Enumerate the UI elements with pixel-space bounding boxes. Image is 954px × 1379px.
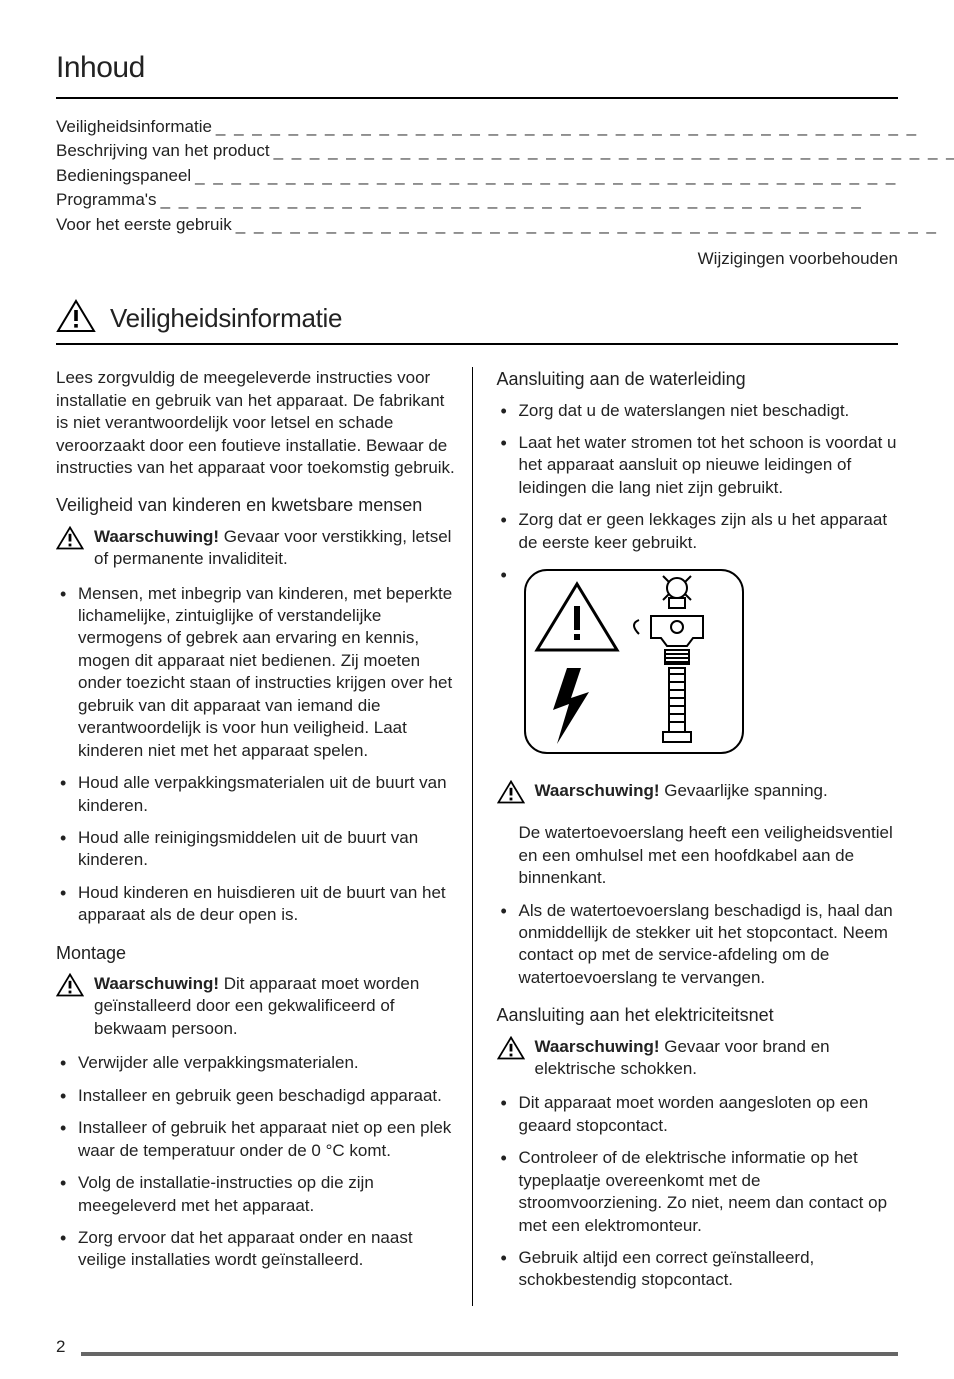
warning-text: Waarschuwing! Gevaarlijke spanning.: [535, 780, 899, 811]
warning-voltage: Waarschuwing! Gevaarlijke spanning.: [497, 780, 899, 811]
content-columns: Lees zorgvuldig de meegeleverde instruct…: [56, 367, 898, 1306]
section-heading: Veiligheidsinformatie: [110, 301, 342, 336]
warning-label: Waarschuwing!: [535, 781, 660, 800]
section-heading-row: Veiligheidsinformatie: [56, 299, 898, 340]
content-col-right: Aansluiting aan de waterleiding Zorg dat…: [497, 367, 899, 1306]
list-item: Als de watertoevoerslang beschadigd is, …: [497, 900, 899, 990]
subject-to-change: Wijzigingen voorbehouden: [56, 248, 898, 271]
section-intro: Lees zorgvuldig de meegeleverde instruct…: [56, 367, 458, 479]
list-item: Controleer of de elektrische informatie …: [497, 1147, 899, 1237]
warning-label: Waarschuwing!: [94, 527, 219, 546]
list-item: Houd alle verpakkingsmaterialen uit de b…: [56, 772, 458, 817]
list-item: Laat het water stromen tot het schoon is…: [497, 432, 899, 499]
toc-row: Bedieningspaneel4: [56, 164, 954, 189]
warning-triangle-icon: [56, 973, 84, 1040]
footer-rule: [81, 1352, 898, 1356]
subheading-installation: Montage: [56, 941, 458, 965]
warning-label: Waarschuwing!: [535, 1037, 660, 1056]
warning-text: Waarschuwing! Dit apparaat moet worden g…: [94, 973, 458, 1040]
list-item: Gebruik altijd een correct geïnstalleerd…: [497, 1247, 899, 1292]
toc-heading: Inhoud: [56, 48, 898, 89]
subheading-children: Veiligheid van kinderen en kwetsbare men…: [56, 493, 458, 517]
toc-leader: [212, 115, 954, 140]
toc-leader: [157, 188, 954, 213]
bullets-children: Mensen, met inbegrip van kinderen, met b…: [56, 583, 458, 927]
warning-body: Gevaarlijke spanning.: [660, 781, 828, 800]
list-item: Dit apparaat moet worden aangesloten op …: [497, 1092, 899, 1137]
toc-heading-rule: [56, 97, 898, 99]
list-item: Houd kinderen en huisdieren uit de buurt…: [56, 882, 458, 927]
warning-triangle-icon: [497, 780, 525, 811]
bullets-water-top: Zorg dat u de waterslangen niet beschadi…: [497, 400, 899, 766]
bullets-installation: Verwijder alle verpakkingsmaterialen. In…: [56, 1052, 458, 1272]
warning-installation: Waarschuwing! Dit apparaat moet worden g…: [56, 973, 458, 1040]
toc-title: Voor het eerste gebruik: [56, 213, 232, 238]
warning-triangle-icon: [497, 1036, 525, 1081]
toc-title: Bedieningspaneel: [56, 164, 191, 189]
list-item: Verwijder alle verpakkingsmaterialen.: [56, 1052, 458, 1074]
toc-leader: [191, 164, 954, 189]
toc-row: Beschrijving van het product3: [56, 139, 954, 164]
list-item-diagram: [497, 564, 899, 765]
content-col-left: Lees zorgvuldig de meegeleverde instruct…: [56, 367, 473, 1306]
toc-title: Programma's: [56, 188, 157, 213]
list-item: Houd alle reinigingsmiddelen uit de buur…: [56, 827, 458, 872]
warning-triangle-icon: [56, 526, 84, 571]
toc-col-left: Veiligheidsinformatie2 Beschrijving van …: [56, 115, 954, 238]
warning-label: Waarschuwing!: [94, 974, 219, 993]
toc-leader: [232, 213, 954, 238]
list-item: Installeer of gebruik het apparaat niet …: [56, 1117, 458, 1162]
warning-triangle-icon: [56, 299, 96, 340]
toc-title: Veiligheidsinformatie: [56, 115, 212, 140]
water-valve-text: De watertoevoerslang heeft een veilighei…: [519, 822, 899, 889]
page-number: 2: [56, 1336, 65, 1359]
list-item: Mensen, met inbegrip van kinderen, met b…: [56, 583, 458, 763]
bullets-water-bottom: Als de watertoevoerslang beschadigd is, …: [497, 900, 899, 990]
warning-text: Waarschuwing! Gevaar voor verstikking, l…: [94, 526, 458, 571]
page-footer: 2: [56, 1336, 898, 1359]
list-item: Zorg dat er geen lekkages zijn als u het…: [497, 509, 899, 554]
water-hose-safety-diagram: [519, 744, 749, 763]
toc-row: Programma's4: [56, 188, 954, 213]
subheading-electrical: Aansluiting aan het elektriciteitsnet: [497, 1003, 899, 1027]
toc-row: Voor het eerste gebruik5: [56, 213, 954, 238]
list-item: Zorg ervoor dat het apparaat onder en na…: [56, 1227, 458, 1272]
warning-electrical: Waarschuwing! Gevaar voor brand en elekt…: [497, 1036, 899, 1081]
toc-leader: [270, 139, 954, 164]
subheading-water: Aansluiting aan de waterleiding: [497, 367, 899, 391]
list-item: Installeer en gebruik geen beschadigd ap…: [56, 1085, 458, 1107]
section-heading-rule: [56, 343, 898, 345]
bullets-electrical: Dit apparaat moet worden aangesloten op …: [497, 1092, 899, 1292]
toc-title: Beschrijving van het product: [56, 139, 270, 164]
toc-row: Veiligheidsinformatie2: [56, 115, 954, 140]
list-item: Zorg dat u de waterslangen niet beschadi…: [497, 400, 899, 422]
toc: Veiligheidsinformatie2 Beschrijving van …: [56, 115, 898, 238]
warning-children: Waarschuwing! Gevaar voor verstikking, l…: [56, 526, 458, 571]
warning-text: Waarschuwing! Gevaar voor brand en elekt…: [535, 1036, 899, 1081]
list-item: Volg de installatie-instructies op die z…: [56, 1172, 458, 1217]
